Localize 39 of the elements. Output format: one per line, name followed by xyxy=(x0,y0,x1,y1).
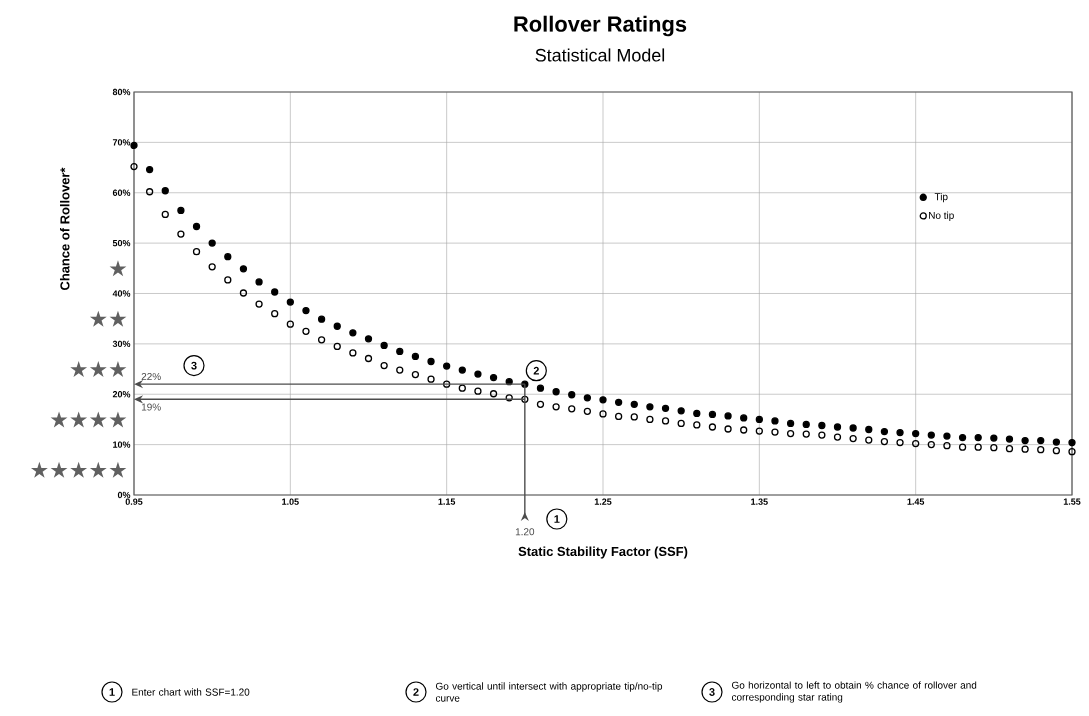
text: 1.20 xyxy=(515,528,535,536)
annotation: 3 xyxy=(191,361,197,370)
legend-label: Tip xyxy=(934,192,948,203)
x-tick-label: 1.45 xyxy=(907,498,925,505)
text: 1 xyxy=(554,515,560,523)
y-tick-label: 30% xyxy=(112,340,131,348)
annotation: 22% xyxy=(141,372,161,380)
y-axis-title: Chance of Rollover* xyxy=(59,167,70,291)
x-tick-label: 1.25 xyxy=(594,498,612,505)
x-tick-label: 1.15 xyxy=(438,498,456,505)
annotation: 19% xyxy=(141,403,161,411)
annotation: 2 xyxy=(533,366,539,375)
text: Enter chart with SSF=1.20 xyxy=(132,688,250,696)
y-tick-label: 40% xyxy=(112,290,131,297)
y-tick-label: 10% xyxy=(113,441,131,448)
x-tick-label: 1.05 xyxy=(282,498,299,505)
y-tick-label: 70% xyxy=(112,139,131,146)
y-tick-label: 20% xyxy=(112,391,131,398)
text: 1 xyxy=(109,688,115,696)
text: Go vertical until intersect with appropriate tip/no-tip curve xyxy=(435,682,663,702)
text: ★★ xyxy=(89,310,127,327)
x-tick-label: 0.95 xyxy=(125,498,143,505)
text: Go horizontal to left to obtain % chance of rollover and corresponding star rating xyxy=(731,681,977,703)
text: ★★★ xyxy=(70,361,127,378)
text: ★ xyxy=(109,260,127,277)
chart-title: Rollover Ratings xyxy=(514,15,687,37)
chart-subtitle: Statistical Model xyxy=(535,48,665,62)
x-tick-label: 1.55 xyxy=(1063,498,1081,505)
text: 3 xyxy=(709,688,715,696)
text: ★★★★★ xyxy=(30,461,127,478)
y-tick-label: 0% xyxy=(117,491,131,499)
x-tick-label: 1.35 xyxy=(751,498,768,505)
y-tick-label: 60% xyxy=(112,189,131,196)
legend-label: No tip xyxy=(929,211,954,221)
text: ★★★★ xyxy=(50,411,127,428)
x-axis-title: Static Stability Factor (SSF) xyxy=(518,546,688,559)
y-tick-label: 50% xyxy=(112,239,131,247)
y-tick-label: 80% xyxy=(112,88,131,96)
text: 2 xyxy=(413,688,419,696)
